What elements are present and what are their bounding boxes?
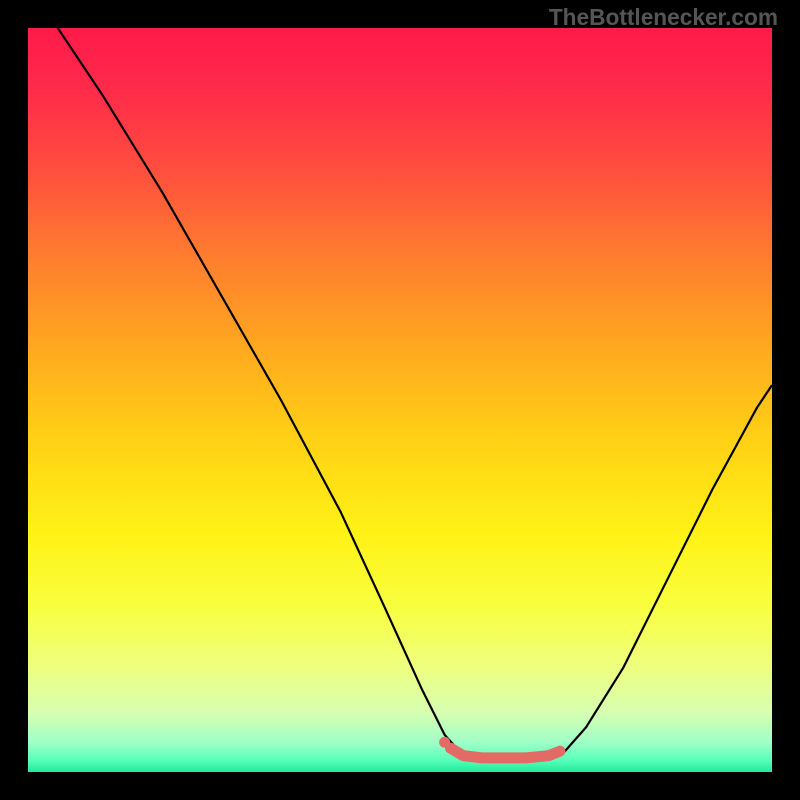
watermark-text: TheBottlenecker.com — [549, 4, 778, 31]
chart-container: TheBottlenecker.com — [0, 0, 800, 800]
plot-area — [28, 28, 772, 772]
highlight-start-dot — [439, 737, 450, 748]
optimal-range-highlight — [451, 748, 560, 758]
curve-layer — [28, 28, 772, 772]
bottleneck-curve — [58, 28, 772, 759]
